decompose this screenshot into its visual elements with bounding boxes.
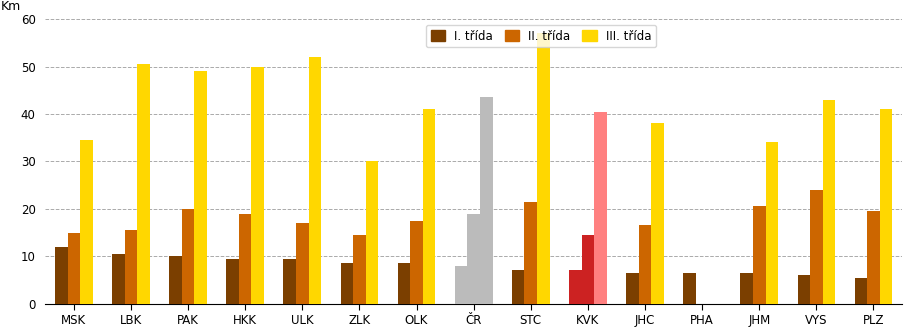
- Bar: [284, 259, 296, 304]
- Bar: [651, 124, 664, 304]
- Bar: [537, 33, 550, 304]
- Bar: [410, 221, 423, 304]
- Bar: [55, 247, 67, 304]
- Bar: [226, 259, 239, 304]
- Bar: [296, 223, 308, 304]
- Bar: [239, 213, 252, 304]
- Bar: [182, 209, 195, 304]
- Bar: [308, 57, 321, 304]
- Legend: I. třída, II. třída, III. třída: I. třída, II. třída, III. třída: [426, 25, 656, 47]
- Bar: [195, 71, 207, 304]
- Bar: [753, 206, 765, 304]
- Bar: [854, 278, 867, 304]
- Bar: [765, 142, 778, 304]
- Y-axis label: Km: Km: [1, 0, 21, 13]
- Bar: [684, 273, 696, 304]
- Bar: [454, 266, 467, 304]
- Bar: [423, 109, 435, 304]
- Bar: [880, 109, 893, 304]
- Bar: [112, 254, 125, 304]
- Bar: [169, 256, 182, 304]
- Bar: [823, 100, 835, 304]
- Bar: [67, 232, 80, 304]
- Bar: [741, 273, 753, 304]
- Bar: [797, 275, 810, 304]
- Bar: [397, 263, 410, 304]
- Bar: [480, 97, 493, 304]
- Bar: [810, 190, 823, 304]
- Bar: [353, 235, 365, 304]
- Bar: [137, 64, 150, 304]
- Bar: [341, 263, 353, 304]
- Bar: [639, 225, 651, 304]
- Bar: [582, 235, 594, 304]
- Bar: [594, 112, 606, 304]
- Bar: [512, 271, 524, 304]
- Bar: [569, 271, 582, 304]
- Bar: [867, 211, 880, 304]
- Bar: [467, 213, 480, 304]
- Bar: [524, 202, 537, 304]
- Bar: [80, 140, 93, 304]
- Bar: [365, 161, 378, 304]
- Bar: [125, 230, 137, 304]
- Bar: [626, 273, 639, 304]
- Bar: [252, 66, 264, 304]
